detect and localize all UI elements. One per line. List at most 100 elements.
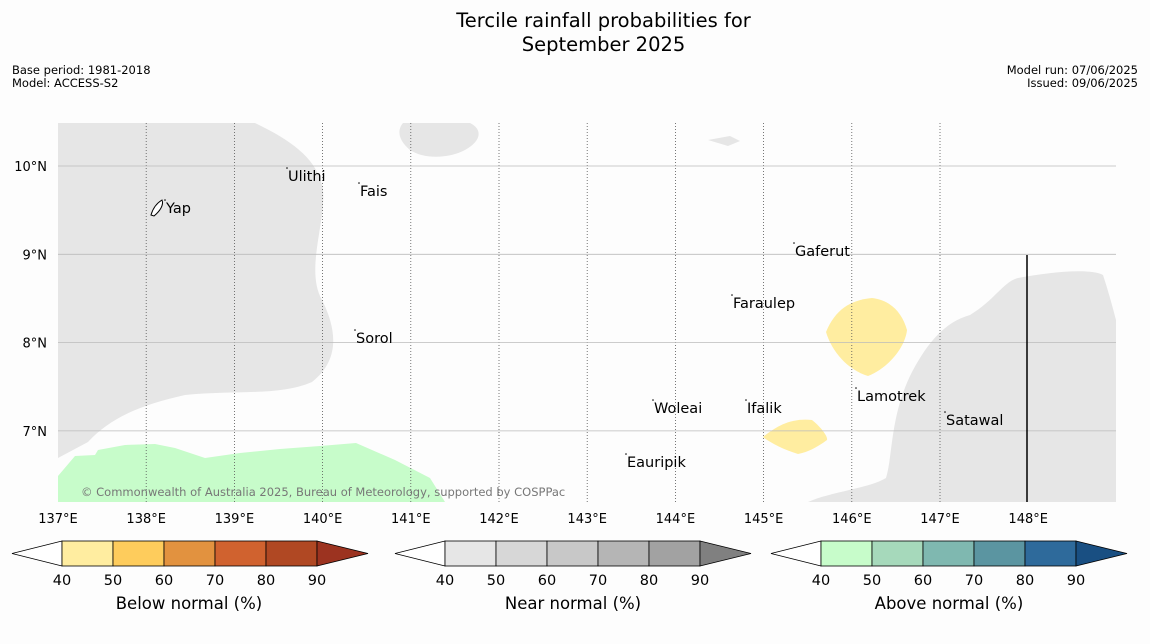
- colorbar-title-below: Below normal (%): [115, 594, 263, 613]
- map-title: Tercile rainfall probabilities for Septe…: [0, 9, 1150, 57]
- place-label: Satawal: [946, 413, 1003, 429]
- colorbar-tick-label: 80: [257, 573, 275, 588]
- longitude-label: 147°E: [920, 512, 960, 527]
- colorbar-tick-label: 80: [1016, 573, 1034, 588]
- colorbar-segment: [922, 540, 975, 567]
- below-normal-region: [826, 298, 907, 376]
- base-period-label: Base period: 1981-2018: [12, 63, 151, 77]
- colorbar-tick-label: 40: [53, 573, 71, 588]
- colorbar-title-above: Above normal (%): [874, 594, 1024, 613]
- longitude-label: 148°E: [1008, 512, 1048, 527]
- colorbar: 40 50 60 70 80 90: [11, 540, 369, 588]
- near-normal-region-west: [58, 123, 334, 458]
- colorbar-tick-label: 70: [589, 573, 607, 588]
- colorbar-segment: [112, 540, 165, 567]
- map: Yap Ulithi Fais Sorol Gaferut Faraulep Woleai I…: [14, 123, 1116, 527]
- longitude-label: 138°E: [126, 512, 166, 527]
- island-marker: [855, 387, 857, 389]
- place-label: Sorol: [356, 331, 393, 347]
- latitude-label: 8°N: [23, 337, 48, 352]
- longitude-label: 144°E: [656, 512, 696, 527]
- colorbar-tick-label: 60: [155, 573, 173, 588]
- colorbars: 40 50 60 70 80 90 40 50 60 70 80 90 40 50 60 70 80 90: [11, 540, 1128, 588]
- meta-right: Model run: 07/06/2025 Issued: 09/06/2025: [1007, 64, 1138, 90]
- island-marker: [652, 399, 654, 401]
- colorbar-tick-label: 50: [863, 573, 881, 588]
- above-normal-region: [58, 443, 445, 502]
- colorbar: 40 50 60 70 80 90: [394, 540, 752, 588]
- island-marker: [731, 294, 733, 296]
- colorbar-tick-label: 40: [812, 573, 830, 588]
- longitude-label: 141°E: [391, 512, 431, 527]
- colorbar-max-extension: [316, 540, 369, 567]
- island-marker: [358, 182, 360, 184]
- colorbar-title-near: Near normal (%): [504, 594, 642, 613]
- latitude-label: 9°N: [23, 248, 48, 263]
- place-label: Fais: [360, 184, 387, 200]
- longitude-label: 139°E: [215, 512, 255, 527]
- island-marker: [164, 199, 166, 201]
- place-label: Lamotrek: [857, 389, 926, 405]
- place-label: Ulithi: [288, 169, 326, 185]
- longitude-label: 140°E: [303, 512, 343, 527]
- place-label: Ifalik: [747, 401, 782, 417]
- colorbar-tick-label: 70: [965, 573, 983, 588]
- colorbar-tick-label: 50: [104, 573, 122, 588]
- colorbar-min-extension: [11, 540, 63, 567]
- island-marker: [354, 329, 356, 331]
- latitude-label: 7°N: [23, 425, 48, 440]
- probability-regions: [58, 123, 1116, 502]
- colorbar-min-extension: [394, 540, 446, 567]
- colorbar-segment: [871, 540, 924, 567]
- latitude-label: 10°N: [14, 160, 47, 175]
- below-normal-region-2: [763, 419, 828, 454]
- longitude-label: 142°E: [479, 512, 519, 527]
- colorbar-tick-label: 60: [914, 573, 932, 588]
- island-marker: [286, 167, 288, 169]
- title-line-2: September 2025: [521, 33, 686, 56]
- colorbar-tick-label: 70: [206, 573, 224, 588]
- colorbar-tick-label: 90: [691, 573, 709, 588]
- model-label: Model: ACCESS-S2: [12, 76, 119, 90]
- colorbar-min-extension: [770, 540, 822, 567]
- longitude-label: 146°E: [832, 512, 872, 527]
- colorbar-tick-label: 90: [1067, 573, 1085, 588]
- place-label: Woleai: [654, 401, 702, 417]
- place-label: Gaferut: [795, 244, 850, 260]
- yap-island: [150, 199, 163, 217]
- longitude-label: 137°E: [38, 512, 78, 527]
- colorbar-segment: [973, 540, 1026, 567]
- colorbar-segment: [1024, 540, 1077, 567]
- title-line-1: Tercile rainfall probabilities for: [456, 9, 751, 32]
- colorbar-max-extension: [1075, 540, 1128, 567]
- longitude-labels: 137°E 138°E 139°E 140°E 141°E 142°E 143°E 144°E…: [38, 512, 1048, 527]
- colorbar-max-extension: [699, 540, 752, 567]
- colorbar-tick-label: 90: [308, 573, 326, 588]
- colorbar-segment: [546, 540, 599, 567]
- place-labels: Yap Ulithi Fais Sorol Gaferut Faraulep Woleai I…: [164, 167, 1003, 471]
- issued-label: Issued: 09/06/2025: [1027, 76, 1138, 90]
- colorbar-segment: [820, 540, 873, 567]
- colorbar-tick-label: 60: [538, 573, 556, 588]
- colorbar-segment: [61, 540, 114, 567]
- place-label: Yap: [165, 201, 191, 217]
- island-marker: [944, 411, 946, 413]
- near-normal-region-east: [808, 271, 1116, 502]
- colorbar: 40 50 60 70 80 90: [770, 540, 1128, 588]
- longitude-label: 143°E: [567, 512, 607, 527]
- copyright-text: © Commonwealth of Australia 2025, Bureau…: [81, 485, 565, 499]
- colorbar-segment: [265, 540, 318, 567]
- colorbar-segment: [597, 540, 650, 567]
- colorbar-segment: [648, 540, 701, 567]
- gridlines: [58, 123, 1116, 502]
- near-normal-region-north: [399, 123, 479, 157]
- place-label: Faraulep: [733, 296, 795, 312]
- colorbar-segment: [444, 540, 497, 567]
- colorbar-segment: [163, 540, 216, 567]
- near-normal-region-islet: [708, 136, 740, 146]
- latitude-labels: 10°N 9°N 8°N 7°N: [14, 160, 47, 440]
- island-marker: [745, 399, 747, 401]
- colorbar-segment: [495, 540, 548, 567]
- colorbar-tick-label: 50: [487, 573, 505, 588]
- island-marker: [793, 242, 795, 244]
